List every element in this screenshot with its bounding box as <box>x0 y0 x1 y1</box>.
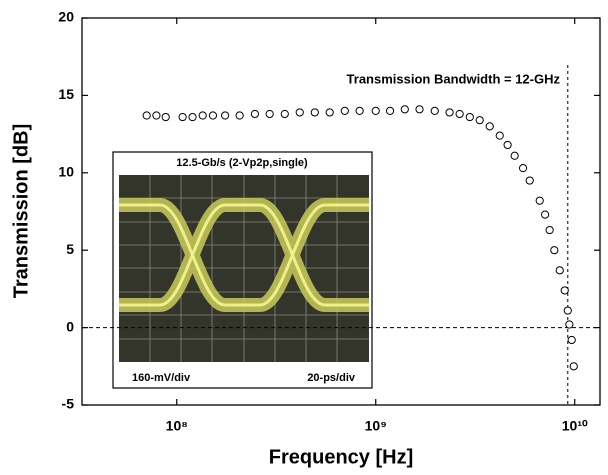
data-point <box>199 112 206 119</box>
data-point <box>542 211 549 218</box>
x-tick-label: 10⁸ <box>166 418 188 434</box>
x-axis-title: Frequency [Hz] <box>269 446 413 468</box>
data-point <box>570 363 577 370</box>
inset-eye-diagram: 12.5-Gb/s (2-Vp2p,single) 160-mV/div 20-… <box>113 152 372 388</box>
data-point <box>251 110 258 117</box>
data-point <box>416 106 423 113</box>
y-axis-title: Transmission [dB] <box>10 124 32 298</box>
data-point <box>466 113 473 120</box>
data-point <box>153 112 160 119</box>
data-point <box>568 336 575 343</box>
data-point <box>281 110 288 117</box>
data-point <box>326 109 333 116</box>
data-point <box>561 287 568 294</box>
data-point <box>341 107 348 114</box>
data-point <box>311 109 318 116</box>
data-point <box>189 113 196 120</box>
chart: 12.5-Gb/s (2-Vp2p,single) 160-mV/div 20-… <box>0 0 608 475</box>
y-tick-label: 0 <box>66 318 74 334</box>
data-point <box>564 307 571 314</box>
x-tick-label: 10¹⁰ <box>562 418 588 434</box>
data-point <box>209 112 216 119</box>
data-point <box>431 107 438 114</box>
inset-title: 12.5-Gb/s (2-Vp2p,single) <box>176 157 308 169</box>
data-point <box>372 107 379 114</box>
annotation: Transmission Bandwidth = 12-GHz <box>347 71 561 86</box>
inset-left-label: 160-mV/div <box>132 372 191 384</box>
y-tick-label: -5 <box>62 396 75 412</box>
data-point <box>456 110 463 117</box>
data-point <box>266 110 273 117</box>
data-point <box>536 197 543 204</box>
y-tick-label: 15 <box>58 86 74 102</box>
data-point <box>476 117 483 124</box>
data-point <box>504 141 511 148</box>
data-point <box>546 226 553 233</box>
data-point <box>296 109 303 116</box>
data-point <box>162 113 169 120</box>
data-point <box>551 247 558 254</box>
inset-right-label: 20-ps/div <box>307 372 356 384</box>
data-point <box>356 107 363 114</box>
data-point <box>222 112 229 119</box>
data-point <box>566 321 573 328</box>
y-tick-label: 20 <box>58 9 74 25</box>
data-point <box>496 132 503 139</box>
data-point <box>556 267 563 274</box>
data-point <box>486 123 493 130</box>
y-tick-label: 5 <box>66 241 74 257</box>
data-point <box>401 106 408 113</box>
data-point <box>179 113 186 120</box>
data-point <box>526 177 533 184</box>
data-point <box>143 112 150 119</box>
y-tick-label: 10 <box>58 164 74 180</box>
data-point <box>386 107 393 114</box>
data-point <box>511 152 518 159</box>
data-point <box>446 109 453 116</box>
x-tick-label: 10⁹ <box>365 418 387 434</box>
data-point <box>236 112 243 119</box>
data-point <box>519 165 526 172</box>
